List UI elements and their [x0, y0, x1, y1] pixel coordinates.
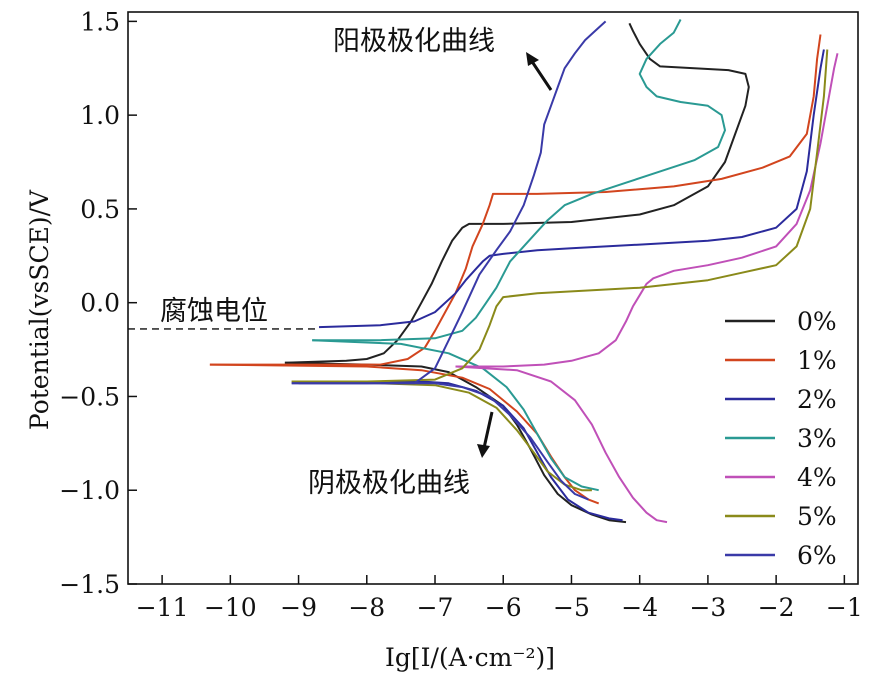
- series-line-2pct-anodic: [318, 49, 825, 329]
- x-tick-label: −6: [485, 593, 522, 622]
- cathodic-arrow-head: [477, 444, 490, 458]
- anodic-arrow-head: [526, 52, 539, 66]
- x-tick-label: −9: [280, 593, 317, 622]
- series-layer: [209, 19, 839, 524]
- series-line-6pct-anodic: [291, 20, 607, 385]
- legend-label-4pct: 4%: [797, 463, 837, 492]
- legend-label-3pct: 3%: [797, 424, 837, 453]
- y-tick-label: −1.0: [59, 476, 120, 505]
- series-line-6pct-cathodic: [291, 382, 589, 501]
- legend-label-2pct: 2%: [797, 385, 837, 414]
- x-axis-label: Ig[I/(A·cm⁻²)]: [385, 643, 555, 672]
- series-line-3pct-cathodic: [312, 339, 599, 492]
- anodic-annotation: 阳极极化曲线: [333, 26, 495, 57]
- legend: 0% 1% 2% 3% 4% 5% 6%: [725, 307, 837, 570]
- y-tick-label: −0.5: [59, 382, 120, 411]
- legend-label-6pct: 6%: [797, 541, 837, 570]
- x-tick-label: −8: [348, 593, 385, 622]
- series-line-1pct-anodic: [209, 34, 822, 366]
- plot-frame: [127, 11, 859, 585]
- legend-label-0pct: 0%: [797, 307, 837, 336]
- axis-layer: −11 −10 −9 −8 −7 −6 −5 −4 −3 −2 −1 −1.5 −1.0 −0.5 0.0 0…: [59, 7, 863, 622]
- y-axis-label: Potential(vsSCE)/V: [25, 189, 54, 430]
- series-line-1pct-cathodic: [209, 363, 600, 505]
- series-line-2pct-cathodic: [298, 380, 623, 522]
- series-line-3pct-anodic: [312, 19, 726, 342]
- x-tick-label: −1: [826, 593, 863, 622]
- anodic-arrow-shaft: [529, 59, 553, 91]
- y-tick-label: 1.5: [80, 7, 120, 36]
- x-tick-label: −11: [136, 593, 189, 622]
- x-tick-label: −4: [621, 593, 658, 622]
- corrosion-potential-annotation: 腐蚀电位: [160, 296, 268, 327]
- series-line-5pct-cathodic: [291, 380, 592, 492]
- series-line-0pct-anodic: [284, 22, 750, 364]
- legend-label-5pct: 5%: [797, 502, 837, 531]
- legend-label-1pct: 1%: [797, 346, 837, 375]
- x-tick-label: −10: [204, 593, 257, 622]
- cathodic-arrow-shaft: [482, 411, 494, 449]
- cathodic-annotation: 阴极极化曲线: [308, 468, 470, 499]
- y-tick-label: −1.5: [59, 570, 120, 599]
- y-tick-label: 1.0: [80, 101, 120, 130]
- x-tick-label: −3: [689, 593, 726, 622]
- y-tick-label: 0.0: [80, 289, 120, 318]
- series-line-5pct-anodic: [291, 49, 829, 383]
- x-tick-label: −5: [553, 593, 590, 622]
- series-line-4pct-cathodic: [455, 365, 668, 524]
- x-tick-label: −7: [417, 593, 454, 622]
- x-tick-label: −2: [758, 593, 795, 622]
- y-tick-label: 0.5: [80, 195, 120, 224]
